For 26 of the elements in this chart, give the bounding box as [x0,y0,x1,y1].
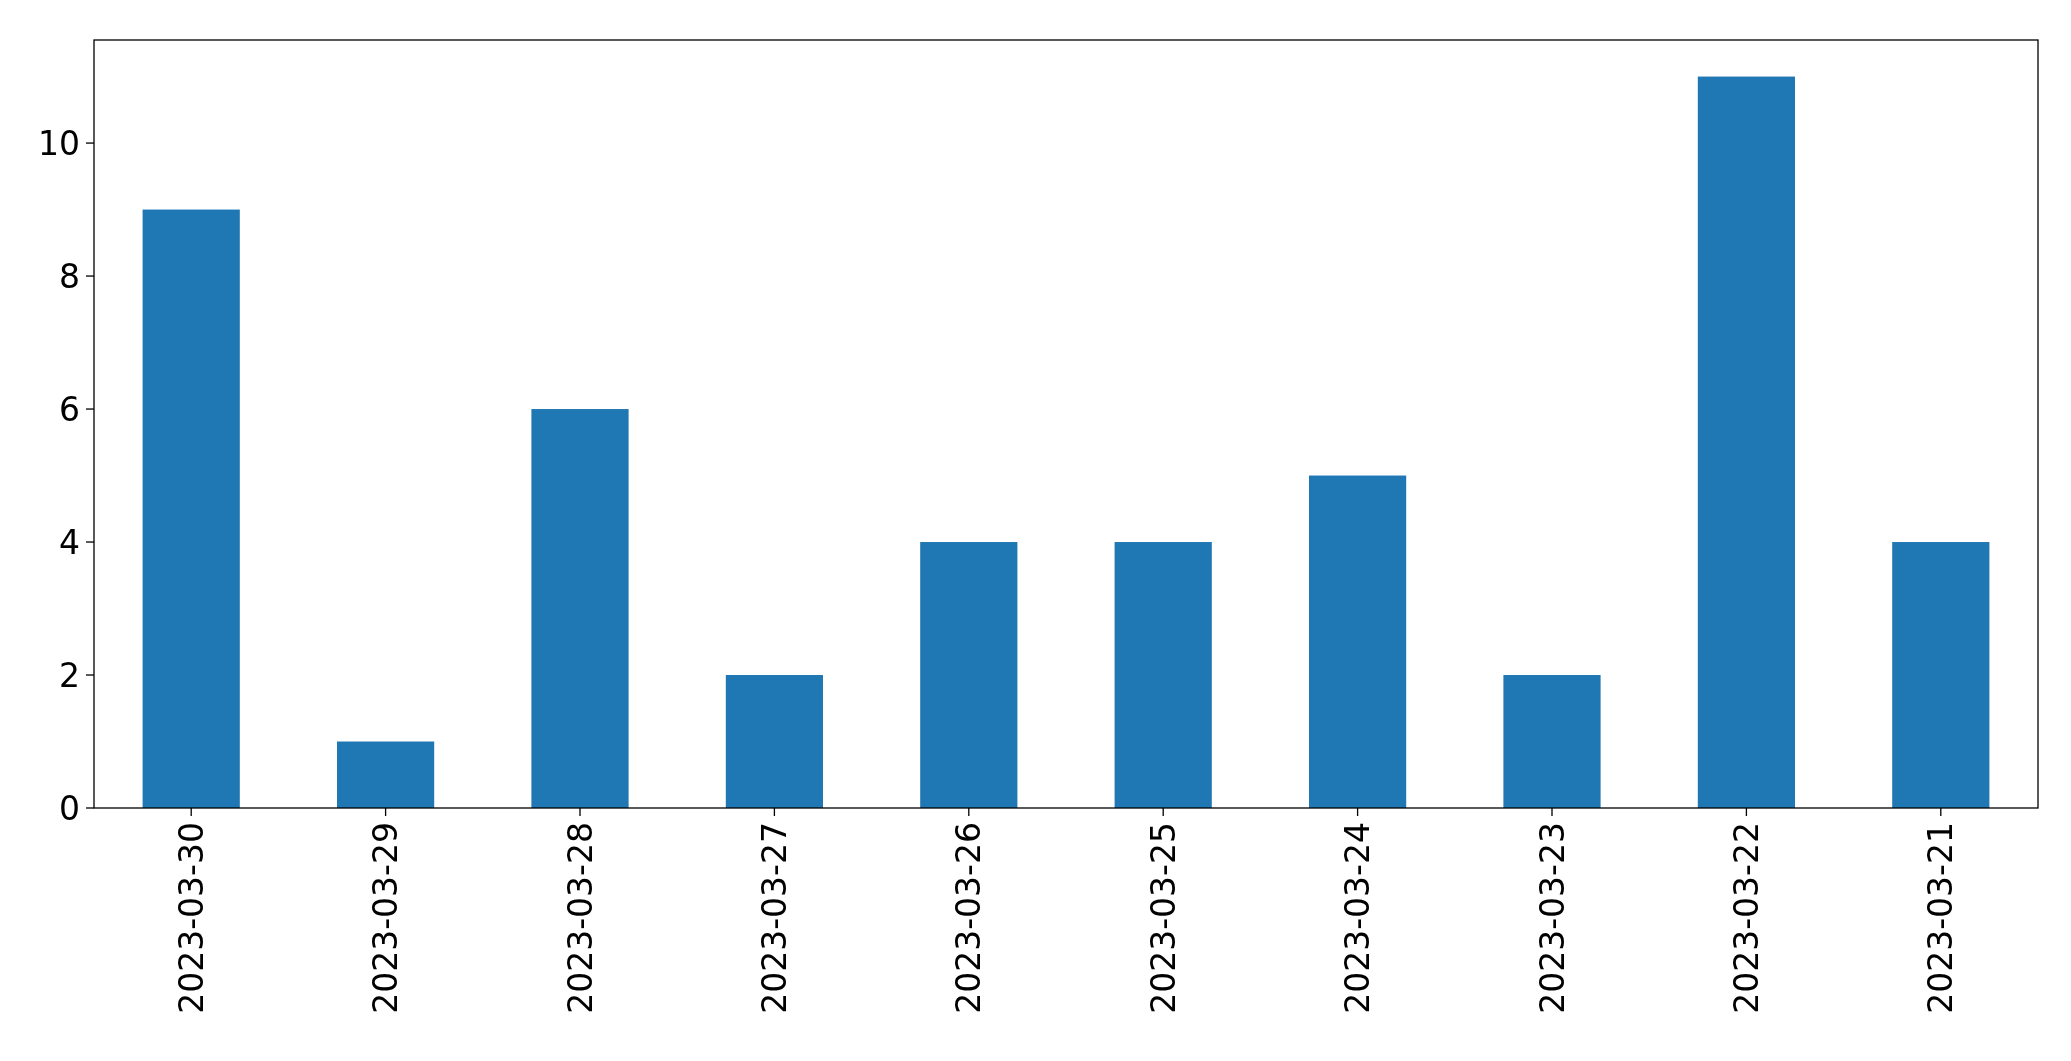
bar [531,409,629,808]
x-tick-label: 2023-03-28 [560,822,600,1014]
y-tick-label: 0 [59,788,80,828]
y-tick-label: 8 [59,256,80,296]
bar [337,741,435,808]
x-tick-label: 2023-03-30 [171,822,211,1014]
bar [1892,542,1990,808]
y-tick-label: 10 [38,123,80,163]
x-tick-label: 2023-03-29 [366,822,406,1014]
bar [1309,475,1407,808]
y-tick-label: 6 [59,389,80,429]
x-tick-label: 2023-03-26 [949,822,989,1014]
bar [1114,542,1212,808]
bar [1503,675,1601,808]
x-tick-label: 2023-03-22 [1726,822,1766,1014]
bar [725,675,823,808]
bar [1697,76,1795,808]
x-tick-label: 2023-03-21 [1921,822,1961,1014]
y-tick-label: 2 [59,655,80,695]
x-tick-label: 2023-03-23 [1532,822,1572,1014]
bar [920,542,1018,808]
bar [142,209,240,808]
x-tick-label: 2023-03-27 [754,822,794,1014]
x-tick-label: 2023-03-24 [1338,822,1378,1014]
y-tick-label: 4 [59,522,80,562]
x-tick-label: 2023-03-25 [1143,822,1183,1014]
